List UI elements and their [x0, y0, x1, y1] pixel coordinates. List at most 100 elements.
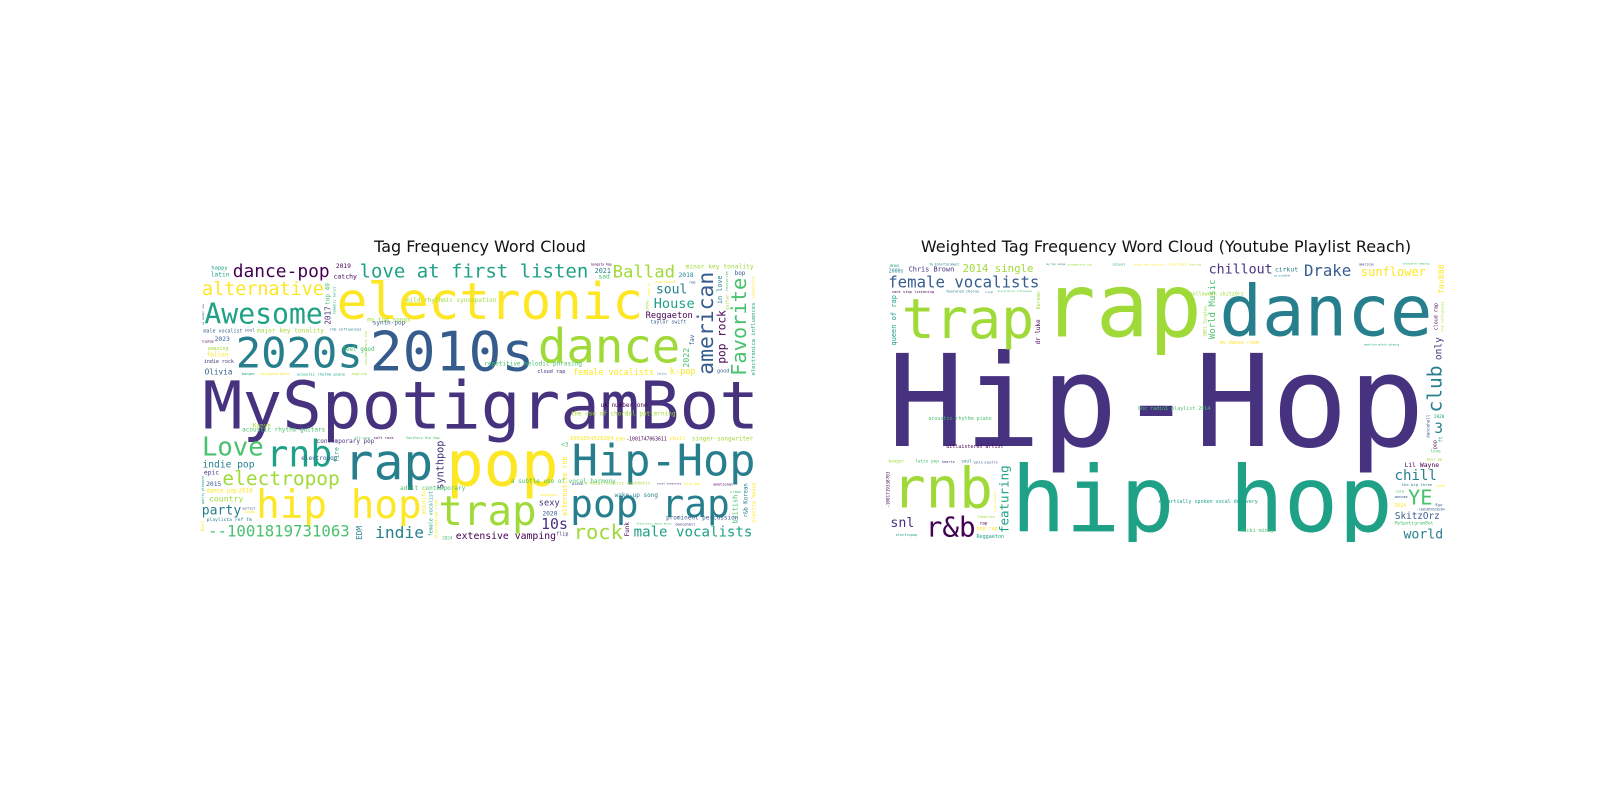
word-cloud-tag: my top songs — [367, 317, 411, 324]
word-cloud-tag: 2020 — [542, 510, 557, 517]
word-cloud-tag: contemporary r&b — [364, 331, 368, 365]
word-cloud-tag: latin — [211, 271, 230, 278]
word-cloud-tag: chill — [669, 436, 685, 442]
word-cloud-tag: 2022 — [681, 348, 691, 368]
word-cloud-tag: extensive vamping — [1403, 262, 1430, 266]
word-cloud-tag: banger — [889, 459, 905, 465]
word-cloud-tag: latin electro — [973, 460, 997, 464]
word-cloud-tag: extensive vamping — [456, 531, 556, 542]
word-cloud-tag: fav888 — [1436, 264, 1446, 294]
word-cloud-tag: holloween skitzOrz — [1190, 291, 1244, 297]
word-cloud-tag: indie pop — [1189, 263, 1202, 266]
word-cloud-tag: fire — [334, 447, 341, 462]
word-cloud-tag: Gangsta Rap — [591, 263, 612, 267]
word-cloud-tag: happy — [211, 265, 228, 271]
word-cloud-tag: rap — [344, 434, 433, 492]
word-cloud-tag: -1001854528204 — [1417, 508, 1445, 512]
word-cloud-tag: hiphop — [202, 339, 213, 343]
word-cloud-tag: cirkut — [1275, 265, 1298, 273]
word-cloud-tag: --1001819731063 — [208, 522, 350, 541]
word-cloud-tag: english — [352, 372, 368, 376]
word-cloud-tag: synthpop — [435, 441, 446, 490]
word-cloud-tag: dr luke — [1036, 319, 1042, 344]
right-chart-title: Weighted Tag Frequency Word Cloud (Youtu… — [920, 237, 1412, 256]
word-cloud-tag: 2020 — [1434, 414, 1445, 420]
word-cloud-tag: trap — [438, 487, 536, 535]
word-cloud-tag: uitluisteren artist — [946, 444, 1003, 450]
word-cloud-tag: rock — [574, 520, 623, 542]
word-cloud-tag: rnb — [892, 457, 993, 522]
tag-frequency-word-cloud: MySpotigramBotpop2010selectronicrapdance… — [200, 262, 760, 542]
word-cloud-tag: k-pop — [670, 367, 696, 377]
word-cloud-tag: featured chorus — [946, 290, 979, 294]
word-cloud-tag: syncopated beats — [260, 372, 290, 376]
word-cloud-tag: Olivia — [205, 368, 233, 377]
word-cloud-tag: 2019 — [336, 263, 351, 270]
word-cloud-tag: Korean — [1036, 291, 1042, 309]
word-cloud-tag: love — [1430, 449, 1441, 455]
word-cloud-tag: 10s — [541, 516, 568, 533]
word-cloud-tag: us number one — [201, 304, 205, 325]
word-cloud-tag: electropop — [896, 533, 918, 537]
word-cloud-tag: male vocalist — [203, 329, 242, 335]
word-cloud-tag: fav — [689, 334, 696, 345]
word-cloud-tag: snl — [890, 516, 914, 531]
word-cloud-tag: favourite — [725, 271, 729, 291]
word-cloud-tag: fav — [1435, 503, 1443, 509]
word-cloud-tag: country — [209, 494, 244, 504]
word-cloud-tag: Kanye — [253, 422, 271, 429]
word-cloud-tag: guilty pleasure — [201, 476, 205, 504]
word-cloud-tag: 2000s — [646, 300, 650, 311]
word-cloud-tag: contemporary pop — [317, 438, 375, 445]
word-cloud-tag: singer-songwriter — [692, 436, 754, 443]
word-cloud-tag: Southern Hip Hop — [406, 436, 440, 440]
word-cloud-tag: minor key tonality — [685, 264, 753, 271]
word-cloud-tag: a subtle use of vocal harmony — [511, 478, 616, 485]
word-cloud-tag: cant stop listening — [892, 290, 934, 294]
word-cloud-tag: good — [717, 368, 729, 374]
word-cloud-tag: my top songs — [1046, 262, 1065, 266]
word-cloud-tag: Drake — [1304, 262, 1351, 280]
word-cloud-tag: in love — [716, 275, 724, 304]
word-cloud-tag: 3 — [1434, 421, 1443, 437]
word-cloud-tag: r&b — [926, 511, 976, 542]
word-cloud-tag: 2015 — [206, 481, 221, 488]
word-cloud-tag: featuring — [996, 465, 1011, 533]
word-cloud-tag: indie — [375, 523, 424, 542]
word-cloud-tag: MySpotigramBot — [203, 368, 759, 445]
word-cloud-tag: cloud rap — [1434, 303, 1440, 330]
word-cloud-tag: male vocalists — [634, 524, 753, 540]
word-cloud-tag: Chris Brown — [909, 266, 955, 274]
word-cloud-tag: my dance room — [1220, 340, 1259, 346]
word-cloud-tag: chillout — [1209, 263, 1273, 278]
word-cloud-tag: piano — [572, 482, 583, 486]
word-cloud-tag: alt-pop — [354, 436, 370, 440]
word-cloud-tag: House — [654, 296, 695, 312]
word-cloud-tag: rap — [980, 522, 988, 527]
word-cloud-tag: electropop — [301, 455, 338, 462]
word-cloud-tag: 2014 single — [963, 262, 1034, 275]
word-cloud-tag: female vocalist — [429, 491, 435, 536]
weighted-tag-frequency-panel: Weighted Tag Frequency Word Cloud (Youtu… — [886, 232, 1446, 542]
word-cloud-tag: fallon — [207, 351, 229, 358]
word-cloud-tag: electropop — [222, 467, 339, 490]
word-cloud-tag: 2010s — [370, 319, 535, 383]
word-cloud-tag: r&b — [689, 281, 696, 285]
word-cloud-tag: hip hop — [1011, 448, 1393, 542]
word-cloud-tag: -1001719338703 — [886, 471, 892, 508]
word-cloud-tag: pop rock — [715, 310, 728, 364]
word-cloud-tag: romantic lyrics — [333, 286, 337, 314]
word-cloud-tag: 2020s — [236, 329, 363, 378]
word-cloud-tag: contemporary pop — [1067, 262, 1092, 266]
word-cloud-tag: trap — [902, 287, 1034, 351]
word-cloud-tag: alternative rnb — [561, 457, 569, 517]
word-cloud-tag: Favorite — [727, 278, 751, 376]
word-cloud-tag: rnb influences — [330, 327, 362, 332]
word-cloud-tag: MySpotigramBot — [1395, 521, 1434, 527]
word-cloud-tag: dancehall — [1426, 414, 1432, 438]
word-cloud-tag: electronic — [337, 273, 643, 332]
word-cloud-tag: alternative — [202, 279, 324, 300]
word-cloud-tag: nostalgia — [540, 493, 557, 497]
word-cloud-tag: Awesome — [204, 297, 322, 330]
